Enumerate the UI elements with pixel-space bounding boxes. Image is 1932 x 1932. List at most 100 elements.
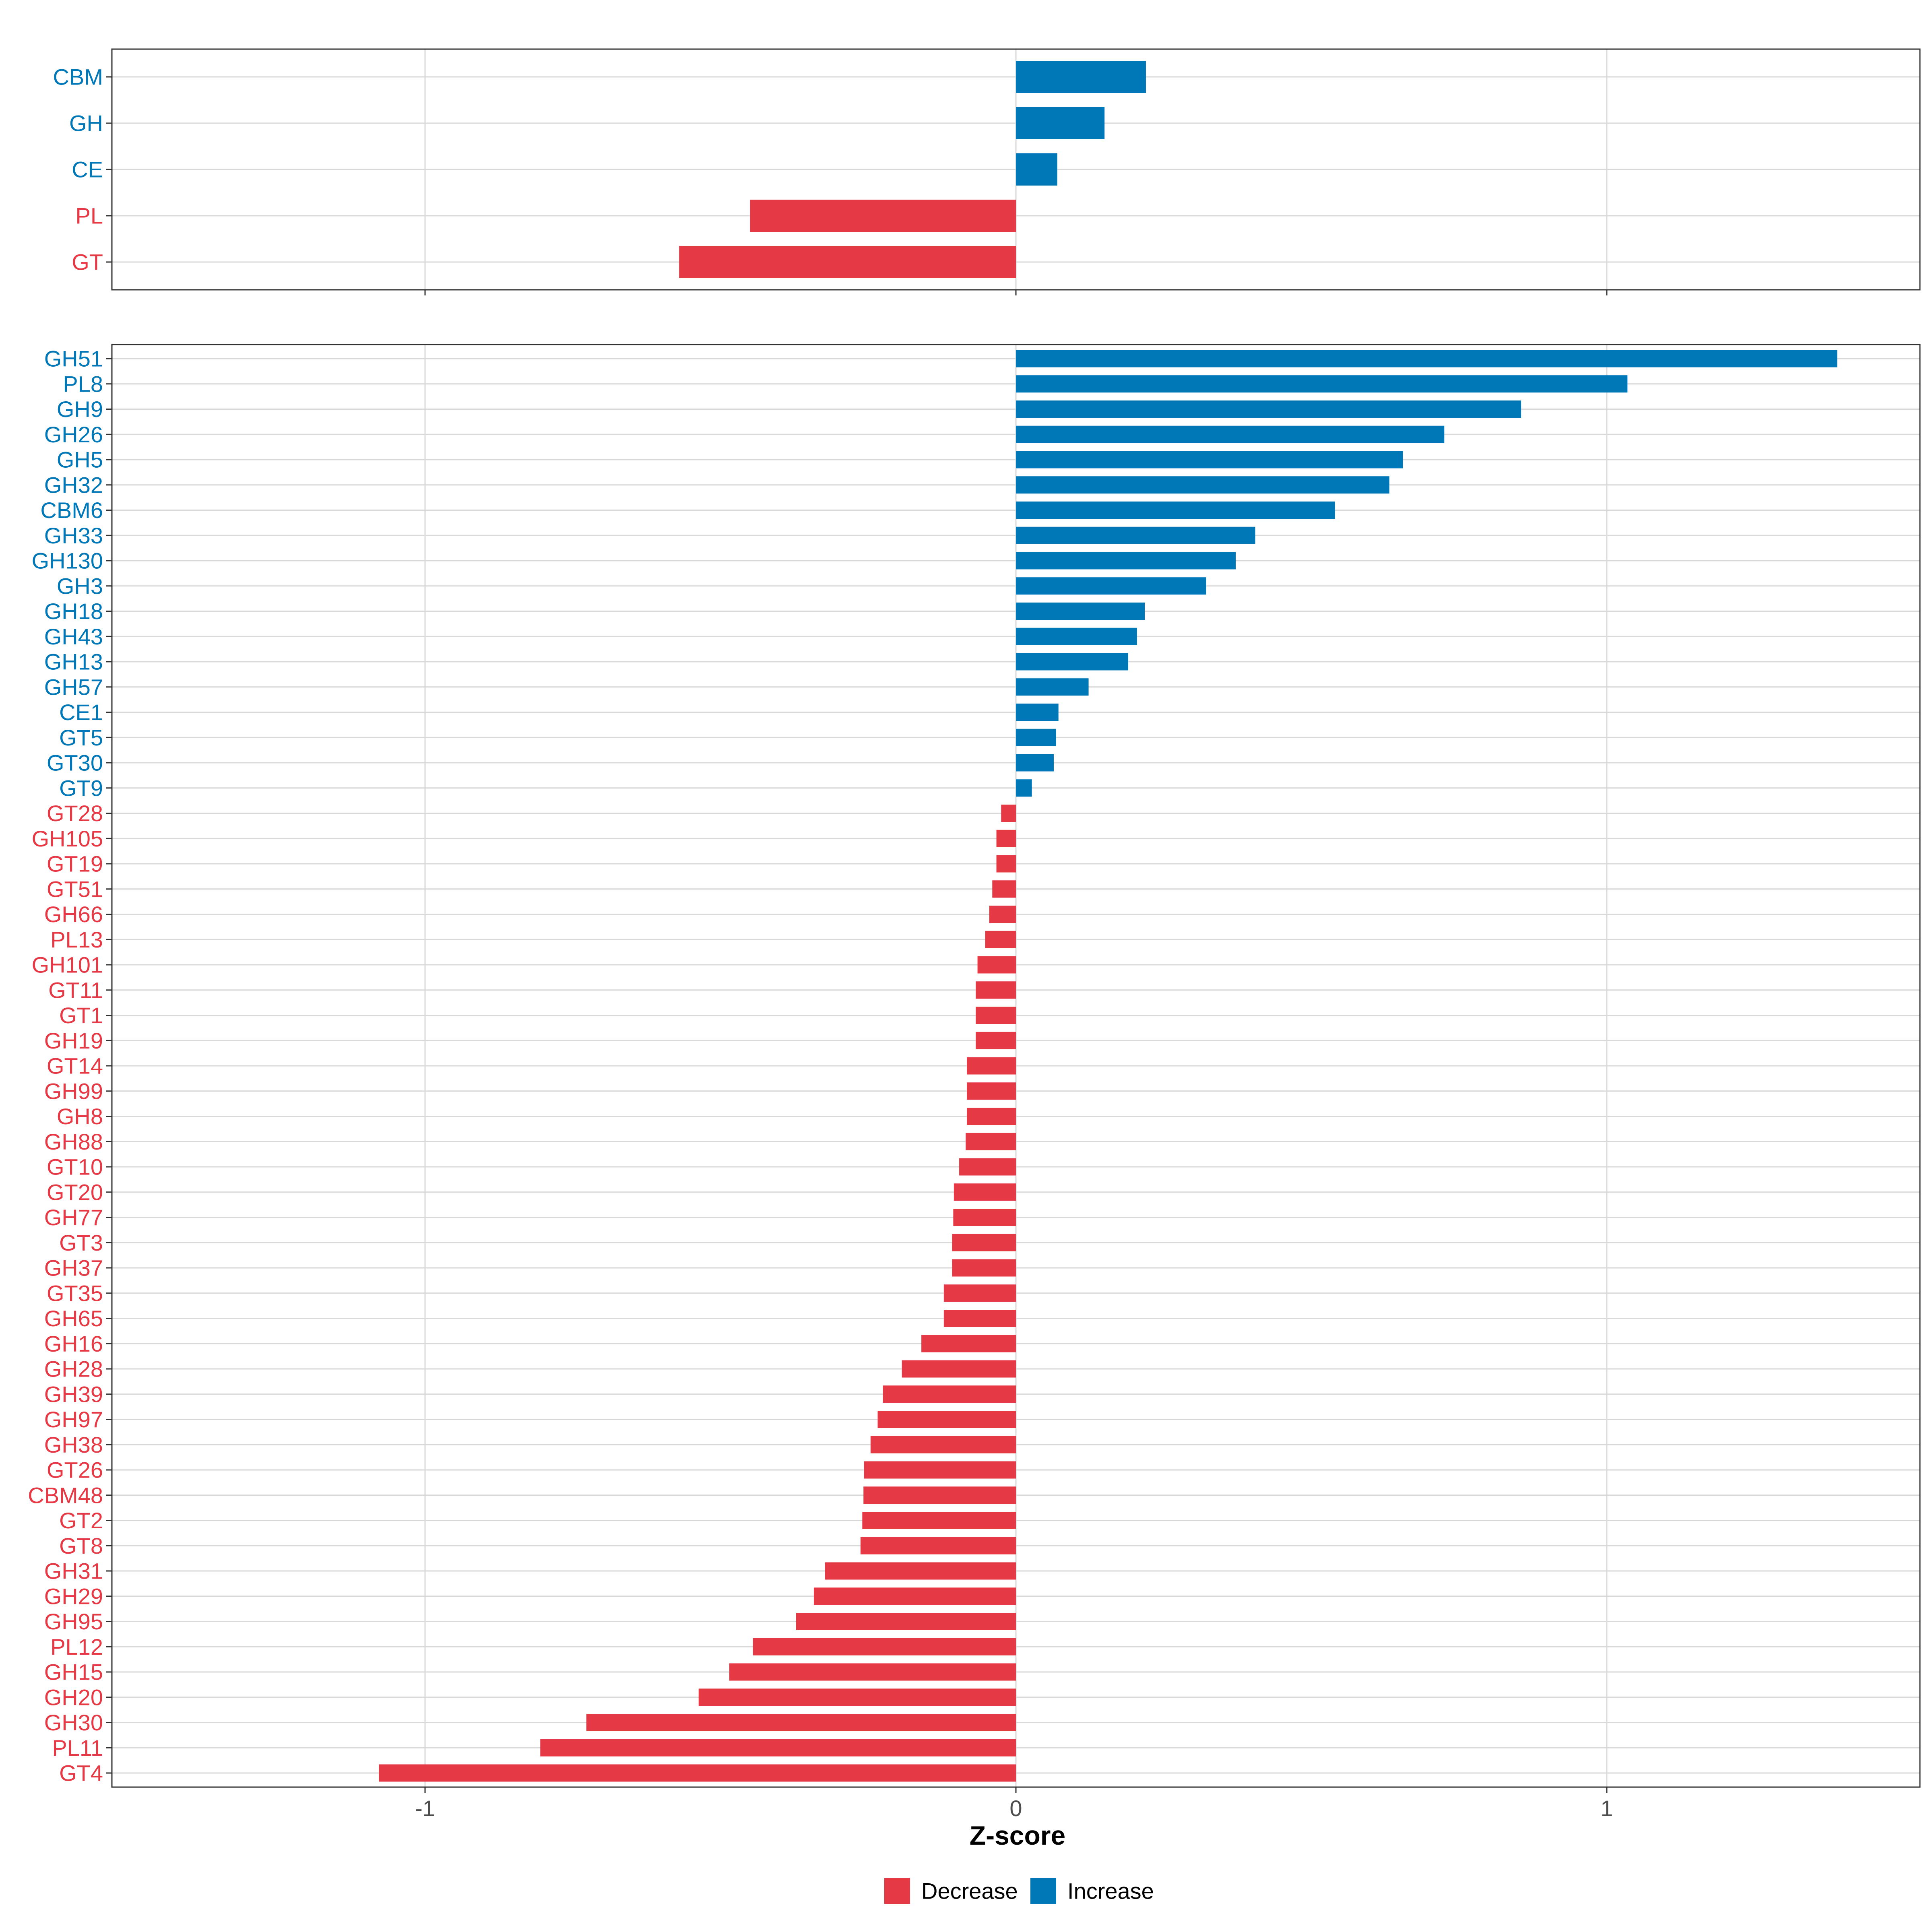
category-label-GH20: GH20 bbox=[44, 1684, 103, 1710]
category-label-GH19: GH19 bbox=[44, 1028, 103, 1053]
category-label-GH29: GH29 bbox=[44, 1583, 103, 1609]
category-label-GH38: GH38 bbox=[44, 1432, 103, 1457]
bar-GH77 bbox=[953, 1209, 1016, 1226]
category-label-GH33: GH33 bbox=[44, 523, 103, 548]
category-label-GH15: GH15 bbox=[44, 1660, 103, 1685]
bottom-panel-families: GH51PL8GH9GH26GH5GH32CBM6GH33GH130GH3GH1… bbox=[28, 344, 1921, 1821]
x-tick-label-2: 1 bbox=[1600, 1796, 1613, 1821]
category-label-GH28: GH28 bbox=[44, 1356, 103, 1382]
bar-GH43 bbox=[1016, 627, 1137, 645]
bar-PL8 bbox=[1016, 375, 1628, 393]
category-label-GH97: GH97 bbox=[44, 1407, 103, 1432]
legend-label-increase: Increase bbox=[1067, 1878, 1154, 1904]
category-label-CBM6: CBM6 bbox=[40, 497, 103, 523]
category-label-GH13: GH13 bbox=[44, 649, 103, 675]
category-label-GT1: GT1 bbox=[59, 1003, 103, 1028]
category-label-GT11: GT11 bbox=[48, 977, 103, 1003]
bar-GT35 bbox=[943, 1284, 1016, 1302]
category-label-PL: PL bbox=[76, 203, 103, 229]
bar-GT26 bbox=[864, 1461, 1016, 1479]
category-label-GH8: GH8 bbox=[57, 1104, 103, 1129]
category-label-GH3: GH3 bbox=[57, 573, 103, 599]
category-label-GH101: GH101 bbox=[32, 952, 103, 978]
category-label-GH30: GH30 bbox=[44, 1710, 103, 1735]
bar-GT bbox=[679, 246, 1016, 278]
category-label-CBM: CBM bbox=[53, 64, 103, 90]
category-label-GH9: GH9 bbox=[57, 396, 103, 422]
bar-GH15 bbox=[729, 1663, 1016, 1681]
bar-PL bbox=[750, 200, 1016, 232]
category-label-GT8: GT8 bbox=[59, 1533, 103, 1558]
category-label-GT4: GT4 bbox=[59, 1761, 103, 1786]
x-tick-label-0: -1 bbox=[415, 1796, 435, 1821]
x-axis-title: Z-score bbox=[970, 1821, 1065, 1850]
bar-GH95 bbox=[796, 1613, 1016, 1630]
bar-GT20 bbox=[954, 1183, 1016, 1201]
bar-GH8 bbox=[967, 1108, 1016, 1125]
bar-GT19 bbox=[996, 855, 1016, 873]
category-label-GT20: GT20 bbox=[47, 1179, 103, 1205]
bar-GH18 bbox=[1016, 603, 1145, 620]
legend-label-decrease: Decrease bbox=[921, 1878, 1018, 1904]
bar-GH5 bbox=[1016, 451, 1403, 469]
category-label-GH32: GH32 bbox=[44, 472, 103, 497]
bar-GH bbox=[1016, 107, 1105, 139]
legend: Decrease Increase bbox=[884, 1878, 1154, 1904]
category-label-GT28: GT28 bbox=[47, 801, 103, 826]
bar-CBM48 bbox=[863, 1486, 1016, 1504]
category-label-GH130: GH130 bbox=[32, 548, 103, 574]
category-label-GT: GT bbox=[72, 250, 103, 275]
bar-GH97 bbox=[877, 1411, 1016, 1428]
bar-GT4 bbox=[379, 1764, 1016, 1782]
bar-GH29 bbox=[813, 1587, 1016, 1605]
bar-GH130 bbox=[1016, 552, 1236, 570]
bar-GT51 bbox=[992, 880, 1016, 898]
bar-GH37 bbox=[952, 1259, 1016, 1277]
bar-GT1 bbox=[976, 1007, 1016, 1024]
category-label-GT30: GT30 bbox=[47, 750, 103, 776]
x-tick-label-1: 0 bbox=[1009, 1796, 1022, 1821]
bar-GT9 bbox=[1016, 779, 1032, 797]
bar-GH51 bbox=[1016, 350, 1837, 367]
bar-GH16 bbox=[921, 1335, 1016, 1352]
category-label-GT14: GT14 bbox=[47, 1053, 103, 1079]
category-label-GH31: GH31 bbox=[44, 1558, 103, 1584]
category-label-GH37: GH37 bbox=[44, 1255, 103, 1281]
category-label-PL11: PL11 bbox=[52, 1735, 103, 1761]
bar-GH57 bbox=[1016, 678, 1089, 696]
category-label-GH16: GH16 bbox=[44, 1331, 103, 1356]
bar-PL12 bbox=[753, 1638, 1016, 1655]
legend-swatch-increase bbox=[1030, 1878, 1056, 1904]
bar-GH39 bbox=[883, 1385, 1016, 1403]
top-panel-category-groups: CBM GH CE PL GT bbox=[53, 48, 1921, 295]
bar-GH66 bbox=[989, 906, 1016, 923]
category-label-PL13: PL13 bbox=[50, 927, 103, 952]
bar-GT14 bbox=[967, 1057, 1016, 1075]
category-label-GH88: GH88 bbox=[44, 1129, 103, 1154]
bar-CE1 bbox=[1016, 704, 1059, 721]
bar-CBM bbox=[1016, 61, 1146, 93]
bar-GH38 bbox=[870, 1436, 1016, 1453]
bar-PL11 bbox=[540, 1739, 1016, 1757]
bar-GH28 bbox=[902, 1360, 1016, 1378]
bar-GT3 bbox=[952, 1234, 1016, 1251]
category-label-CE1: CE1 bbox=[59, 700, 103, 725]
category-label-GH39: GH39 bbox=[44, 1381, 103, 1407]
category-label-GH65: GH65 bbox=[44, 1306, 103, 1331]
category-label-CBM48: CBM48 bbox=[28, 1482, 103, 1508]
bar-CE bbox=[1016, 153, 1057, 186]
category-label-GT26: GT26 bbox=[47, 1457, 103, 1483]
bar-GH31 bbox=[825, 1562, 1016, 1580]
bar-GH101 bbox=[977, 956, 1016, 974]
category-label-GT9: GT9 bbox=[59, 775, 103, 801]
bar-CBM6 bbox=[1016, 502, 1335, 519]
category-label-GT3: GT3 bbox=[59, 1230, 103, 1255]
category-label-PL12: PL12 bbox=[50, 1634, 103, 1660]
category-label-GH77: GH77 bbox=[44, 1205, 103, 1230]
category-label-GT5: GT5 bbox=[59, 725, 103, 750]
bar-GH19 bbox=[976, 1032, 1016, 1049]
category-label-GT51: GT51 bbox=[47, 876, 103, 902]
bar-GH105 bbox=[996, 830, 1016, 847]
bar-GH33 bbox=[1016, 526, 1255, 544]
